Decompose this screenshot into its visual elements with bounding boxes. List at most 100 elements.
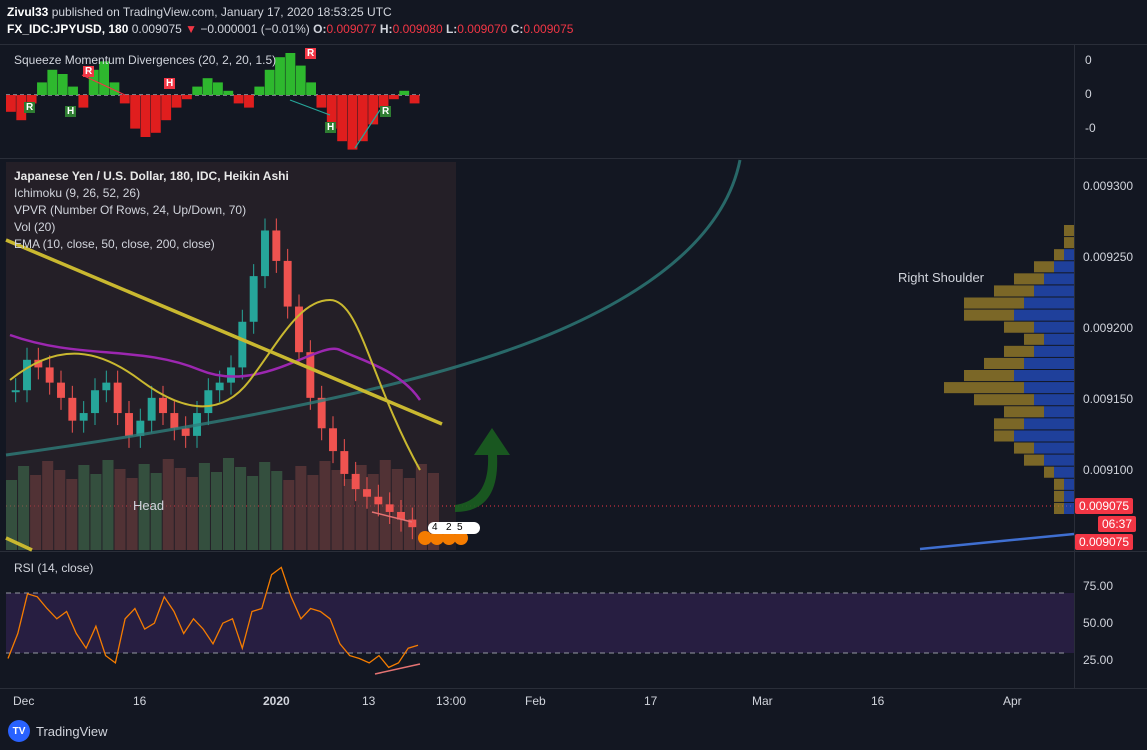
squeeze-axis-mid: 0 [1085, 87, 1092, 101]
volume-profile-down [1054, 490, 1064, 502]
squeeze-divergence-h2 [354, 109, 381, 149]
candle-body [340, 451, 349, 474]
squeeze-bar [130, 95, 141, 129]
right-shoulder-annotation[interactable]: Right Shoulder [898, 270, 984, 285]
time-axis-label: Mar [752, 694, 773, 708]
squeeze-r-marker: R [305, 48, 317, 59]
time-axis-label: 16 [133, 694, 147, 708]
main-chart-title: Japanese Yen / U.S. Dollar, 180, IDC, He… [14, 169, 289, 183]
volume-bar [295, 466, 307, 550]
squeeze-bar [285, 53, 296, 95]
study-ema[interactable]: EMA (10, close, 50, close, 200, close) [14, 237, 215, 251]
price-axis-border [1074, 44, 1075, 688]
time-axis-label: 2020 [263, 694, 290, 708]
publish-info: Zivul33 published on TradingView.com, Ja… [7, 5, 392, 19]
volume-bar [126, 478, 138, 550]
study-vpvr[interactable]: VPVR (Number Of Rows, 24, Up/Down, 70) [14, 203, 247, 217]
volume-profile-down [1004, 345, 1034, 357]
author-name[interactable]: Zivul33 [7, 5, 49, 19]
volume-profile-down [964, 309, 1014, 321]
head-annotation[interactable]: Head [133, 498, 165, 513]
neckline-trendline[interactable] [5, 238, 443, 426]
lower-trendline[interactable] [5, 536, 33, 552]
candle-body [408, 519, 417, 528]
volume-bar [198, 463, 210, 550]
open-value: 0.009077 [326, 22, 377, 36]
volume-profile-down [1034, 261, 1054, 273]
curved-arrow-up-icon[interactable] [455, 428, 510, 512]
volume-bar [78, 465, 90, 550]
volume-bars [6, 458, 439, 550]
volume-bar [355, 465, 367, 550]
volume-bar [271, 471, 283, 550]
event-icon[interactable] [442, 531, 456, 545]
time-axis-label: Dec [13, 694, 35, 708]
price-axis-label: 0.009300 [1083, 179, 1134, 193]
long-trendline[interactable] [919, 532, 1075, 551]
volume-bar [54, 470, 66, 550]
event-count-badge[interactable] [428, 522, 480, 534]
study-ichimoku[interactable]: Ichimoku (9, 26, 52, 26) [14, 186, 141, 200]
candle-body [147, 397, 156, 421]
pane-border-squeeze [0, 158, 1147, 159]
high-value: 0.009080 [392, 22, 443, 36]
candle-body [363, 489, 371, 497]
squeeze-bar [26, 95, 37, 104]
candle-body [113, 382, 122, 414]
squeeze-bar [47, 69, 58, 95]
volume-profile-down [1054, 502, 1064, 514]
volume-bar [307, 475, 319, 550]
price-axis-label: 0.009250 [1083, 250, 1134, 264]
candle-body [68, 397, 77, 421]
event-icon[interactable] [418, 531, 432, 545]
volume-bar [331, 470, 343, 550]
candle-body [329, 428, 337, 452]
volume-profile-up [1024, 357, 1074, 369]
footer-brand[interactable]: TV TradingView [8, 720, 108, 742]
event-label-4: 4 [432, 522, 438, 533]
volume-bar [391, 469, 403, 550]
volume-profile-down [944, 382, 1024, 394]
squeeze-bar [6, 95, 16, 112]
volume-profile-down [1064, 237, 1074, 249]
volume-bar [235, 467, 247, 550]
volume-profile-down [964, 297, 1024, 309]
volume-bar [223, 458, 235, 550]
candle-body [385, 504, 394, 512]
event-label-2: 2 [446, 522, 452, 533]
symbol-label[interactable]: FX_IDC:JPYUSD, 180 [7, 22, 129, 36]
price-divergence-line[interactable] [371, 511, 413, 523]
rsi-divergence-line[interactable] [374, 663, 421, 675]
volume-profile-down [1024, 454, 1044, 466]
volume-bar [186, 477, 198, 550]
volume-profile [944, 225, 1074, 514]
candle-body [136, 420, 145, 436]
volume-profile-up [1034, 285, 1074, 297]
volume-profile-down [1014, 273, 1044, 285]
pane-border-top [0, 44, 1147, 45]
squeeze-divergence-h [289, 99, 331, 116]
volume-bar [162, 459, 174, 550]
volume-profile-up [1034, 442, 1074, 454]
squeeze-h-marker-green: H [325, 122, 337, 133]
volume-profile-up [1064, 490, 1074, 502]
close-label: C: [510, 22, 524, 36]
squeeze-bar [181, 95, 192, 100]
symbol-ohlc-bar: FX_IDC:JPYUSD, 180 0.009075 ▼ −0.000001 … [7, 22, 573, 36]
volume-bar [343, 479, 355, 550]
price-axis-label: 0.009150 [1083, 392, 1134, 406]
event-markers[interactable] [418, 522, 480, 545]
event-icon[interactable] [454, 531, 468, 545]
volume-bar [247, 476, 259, 550]
squeeze-bar [171, 95, 182, 108]
squeeze-bar [264, 69, 275, 95]
study-vol[interactable]: Vol (20) [14, 220, 56, 234]
close-price-tag: 0.009075 [1075, 534, 1134, 550]
cup-arc-line[interactable] [5, 159, 742, 457]
volume-profile-up [1064, 249, 1074, 261]
time-axis-label: Apr [1003, 694, 1022, 708]
event-icon[interactable] [430, 531, 444, 545]
candle-body [79, 413, 88, 421]
volume-profile-up [1034, 394, 1074, 406]
